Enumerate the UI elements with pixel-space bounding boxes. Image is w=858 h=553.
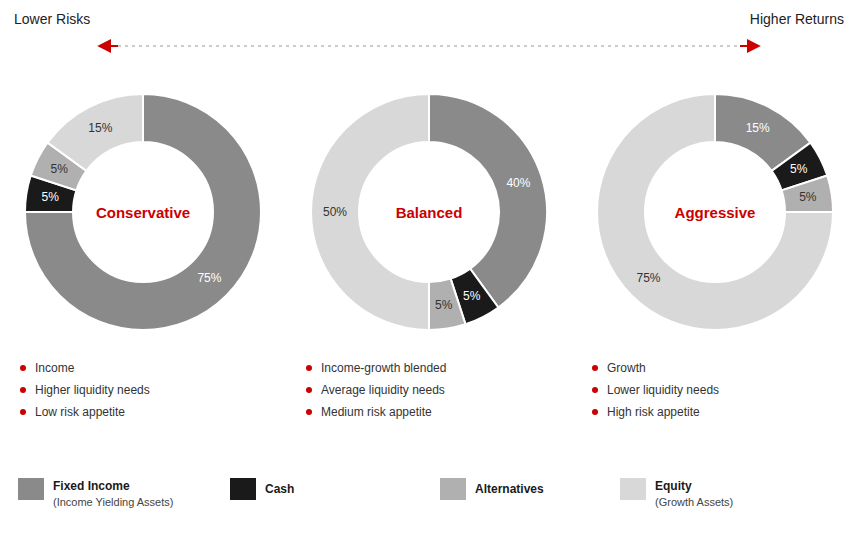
data-label: 5% — [435, 298, 453, 312]
donut-slice — [25, 94, 261, 330]
bullet-text: Medium risk appetite — [321, 405, 432, 419]
legend-note: (Growth Assets) — [655, 496, 733, 508]
legend-label: Cash — [265, 482, 294, 496]
legend-label: Fixed Income — [53, 479, 130, 493]
header-arrow-left — [100, 45, 118, 47]
donut-title: Conservative — [96, 204, 190, 221]
legend-label: Alternatives — [475, 482, 544, 496]
bullet-text: Lower liquidity needs — [607, 383, 719, 397]
data-label: 40% — [506, 176, 530, 190]
bullet-text: Income-growth blended — [321, 361, 446, 375]
bullet-dot — [592, 387, 598, 393]
data-label: 15% — [88, 121, 112, 135]
bullet-dot — [306, 409, 312, 415]
data-label: 5% — [51, 162, 69, 176]
legend-note: (Income Yielding Assets) — [53, 496, 173, 508]
donut-slice — [48, 94, 143, 171]
data-label: 5% — [463, 289, 481, 303]
bullet-dot — [20, 387, 26, 393]
legend-swatch — [18, 478, 44, 500]
bullet-dot — [20, 409, 26, 415]
data-label: 15% — [746, 121, 770, 135]
bullet-text: High risk appetite — [607, 405, 700, 419]
bullet-text: Income — [35, 361, 75, 375]
legend-swatch — [230, 478, 256, 500]
bullet-dot — [306, 387, 312, 393]
data-label: 5% — [41, 190, 59, 204]
data-label: 50% — [323, 205, 347, 219]
data-label: 5% — [790, 162, 808, 176]
bullet-text: Growth — [607, 361, 646, 375]
legend-swatch — [620, 478, 646, 500]
header-scale-line — [118, 45, 740, 46]
legend-swatch — [440, 478, 466, 500]
donut-slice — [597, 94, 833, 330]
data-label: 5% — [799, 190, 817, 204]
data-label: 75% — [637, 271, 661, 285]
bullet-text: Higher liquidity needs — [35, 383, 150, 397]
bullet-dot — [20, 365, 26, 371]
legend: Fixed Income (Income Yielding Assets) Cash… — [18, 478, 733, 508]
donut-title: Aggressive — [675, 204, 756, 221]
header-left: Lower Risks — [14, 11, 90, 27]
donut-slice — [429, 94, 547, 307]
donut-title: Balanced — [396, 204, 463, 221]
donut — [311, 94, 547, 330]
data-label: 75% — [197, 271, 221, 285]
legend-label: Equity — [655, 479, 692, 493]
chart: Lower Risks Higher Returns 75% 5% 5% 15% Conse… — [0, 0, 858, 553]
header-arrow-right — [740, 45, 758, 47]
donut — [25, 94, 261, 330]
donut — [597, 94, 833, 330]
bullet-dot — [592, 365, 598, 371]
bullet-dot — [592, 409, 598, 415]
bullet-text: Low risk appetite — [35, 405, 125, 419]
donut-slice — [429, 279, 465, 330]
header-right: Higher Returns — [750, 11, 844, 27]
bullet-dot — [306, 365, 312, 371]
donut-slice — [782, 176, 833, 212]
bullet-text: Average liquidity needs — [321, 383, 445, 397]
